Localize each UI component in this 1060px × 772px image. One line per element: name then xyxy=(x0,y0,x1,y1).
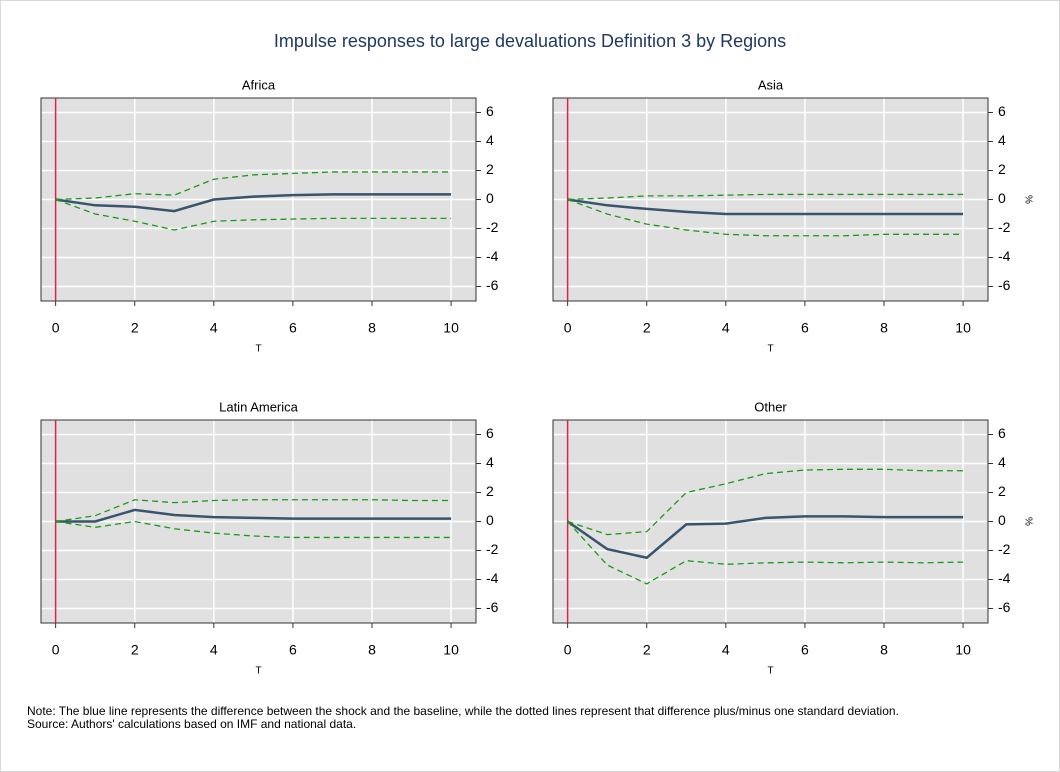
x-axis-label: T xyxy=(255,666,261,677)
y-tick-label: 4 xyxy=(998,454,1006,470)
source: Source: Authors' calculations based on I… xyxy=(27,717,357,731)
response-line xyxy=(55,193,452,213)
x-tick-label: 4 xyxy=(210,642,218,658)
x-tick-label: 10 xyxy=(955,642,971,658)
panel-title: Latin America xyxy=(219,399,299,414)
y-tick-label: 6 xyxy=(486,425,494,441)
x-tick-label: 8 xyxy=(368,320,376,336)
band-line xyxy=(567,193,964,201)
y-tick-label: 0 xyxy=(998,190,1006,206)
x-tick-label: 0 xyxy=(564,320,572,336)
x-tick-label: 2 xyxy=(131,320,139,336)
y-tick-label: -4 xyxy=(486,570,499,586)
band-line xyxy=(567,198,964,237)
y-tick-label: 4 xyxy=(486,454,494,470)
plot-frame xyxy=(40,97,477,302)
x-tick-label: 8 xyxy=(368,642,376,658)
x-tick-label: 2 xyxy=(131,642,139,658)
chart: Impulse responses to large devaluations … xyxy=(40,31,1033,677)
x-tick-label: 4 xyxy=(722,642,730,658)
x-tick-label: 6 xyxy=(801,642,809,658)
x-tick-label: 2 xyxy=(643,320,651,336)
x-tick-label: 6 xyxy=(289,320,297,336)
y-tick-label: -6 xyxy=(486,277,499,293)
x-tick-label: 10 xyxy=(955,320,971,336)
y-tick-label: 2 xyxy=(998,161,1006,177)
x-tick-label: 2 xyxy=(643,642,651,658)
y-tick-label: 6 xyxy=(486,103,494,119)
x-tick-label: 6 xyxy=(801,320,809,336)
plot-frame xyxy=(40,419,477,624)
x-tick-label: 10 xyxy=(443,642,459,658)
panel-title: Other xyxy=(754,399,787,414)
chart-title: Impulse responses to large devaluations … xyxy=(274,31,786,51)
band-line xyxy=(55,499,452,523)
y-tick-label: 0 xyxy=(998,512,1006,528)
x-axis-label: T xyxy=(255,344,261,355)
x-tick-label: 4 xyxy=(210,320,218,336)
y-tick-label: 6 xyxy=(998,103,1006,119)
panel-title: Asia xyxy=(758,77,784,92)
y-tick-label: 0 xyxy=(486,512,494,528)
y-tick-label: -4 xyxy=(998,248,1011,264)
panel-title: Africa xyxy=(242,77,276,92)
response-line xyxy=(55,508,452,523)
y-tick-label: -2 xyxy=(486,219,499,235)
response-line xyxy=(566,515,964,560)
y-tick-label: 2 xyxy=(486,483,494,499)
y-tick-label: 2 xyxy=(998,483,1006,499)
x-tick-label: 10 xyxy=(443,320,459,336)
x-axis-label: T xyxy=(767,666,773,677)
x-tick-label: 6 xyxy=(289,642,297,658)
x-tick-label: 0 xyxy=(52,320,60,336)
y-tick-label: 0 xyxy=(486,190,494,206)
y-tick-label: 4 xyxy=(486,132,494,148)
y-tick-label: -4 xyxy=(486,248,499,264)
y-tick-label: -2 xyxy=(998,219,1011,235)
y-tick-label: -6 xyxy=(998,599,1011,615)
notes: Note: The blue line represents the diffe… xyxy=(27,705,1047,731)
x-tick-label: 4 xyxy=(722,320,730,336)
y-tick-label: -2 xyxy=(998,541,1011,557)
note: Note: The blue line represents the diffe… xyxy=(27,704,899,718)
response-line xyxy=(567,198,964,216)
y-tick-label: 6 xyxy=(998,425,1006,441)
x-tick-label: 8 xyxy=(880,642,888,658)
y-tick-label: -2 xyxy=(486,541,499,557)
band-line xyxy=(55,198,452,231)
y-tick-label: -6 xyxy=(998,277,1011,293)
y-tick-label: -4 xyxy=(998,570,1011,586)
band-line xyxy=(567,468,964,536)
band-line xyxy=(55,171,452,201)
y-tick-label: 2 xyxy=(486,161,494,177)
plot-frame xyxy=(552,419,989,624)
y-tick-label: -6 xyxy=(486,599,499,615)
y-axis-label: % xyxy=(1022,517,1033,526)
x-tick-label: 0 xyxy=(52,642,60,658)
x-tick-label: 8 xyxy=(880,320,888,336)
y-tick-label: 4 xyxy=(998,132,1006,148)
y-axis-label: % xyxy=(1022,195,1033,204)
x-axis-label: T xyxy=(767,344,773,355)
x-tick-label: 0 xyxy=(564,642,572,658)
plot-frame xyxy=(552,97,989,302)
band-line xyxy=(55,520,452,539)
